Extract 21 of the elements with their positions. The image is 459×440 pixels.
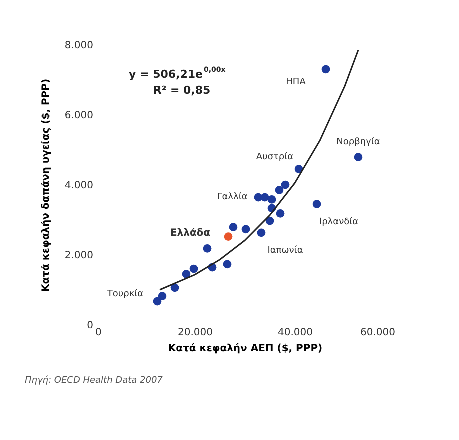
- annotation: R² = 0,85: [153, 84, 211, 97]
- x-tick-label: 0: [96, 328, 102, 338]
- y-tick-label: 6.000: [64, 110, 94, 122]
- annotation: Ιρλανδία: [319, 216, 359, 228]
- annotation: Αυστρία: [256, 151, 294, 162]
- x-tick-label: 40.000: [278, 328, 313, 338]
- annotation: Ιαπωνία: [268, 244, 304, 256]
- y-tick-label: 8.000: [64, 40, 94, 52]
- annotation: Τουρκία: [106, 288, 144, 300]
- x-axis-title: Κατά κεφαλήν ΑΕΠ ($, PPP): [168, 344, 323, 354]
- annotation: Γαλλία: [217, 192, 248, 203]
- annotation: Νορβηγία: [336, 136, 380, 148]
- x-tick-label: 20.000: [178, 328, 213, 338]
- annotation: ΗΠΑ: [286, 78, 307, 88]
- text: Πηγή: OECD Health Data 2007: [25, 375, 164, 386]
- y-tick-label: 2.000: [64, 250, 94, 262]
- y-tick-label: 0: [87, 320, 94, 332]
- y-axis-title: Κατά κεφαλήν δαπάνη υγείας ($, PPP): [40, 78, 52, 292]
- annotation: Ελλάδα: [170, 228, 211, 239]
- y-tick-label: 4.000: [64, 180, 94, 192]
- x-tick-label: 60.000: [360, 328, 396, 338]
